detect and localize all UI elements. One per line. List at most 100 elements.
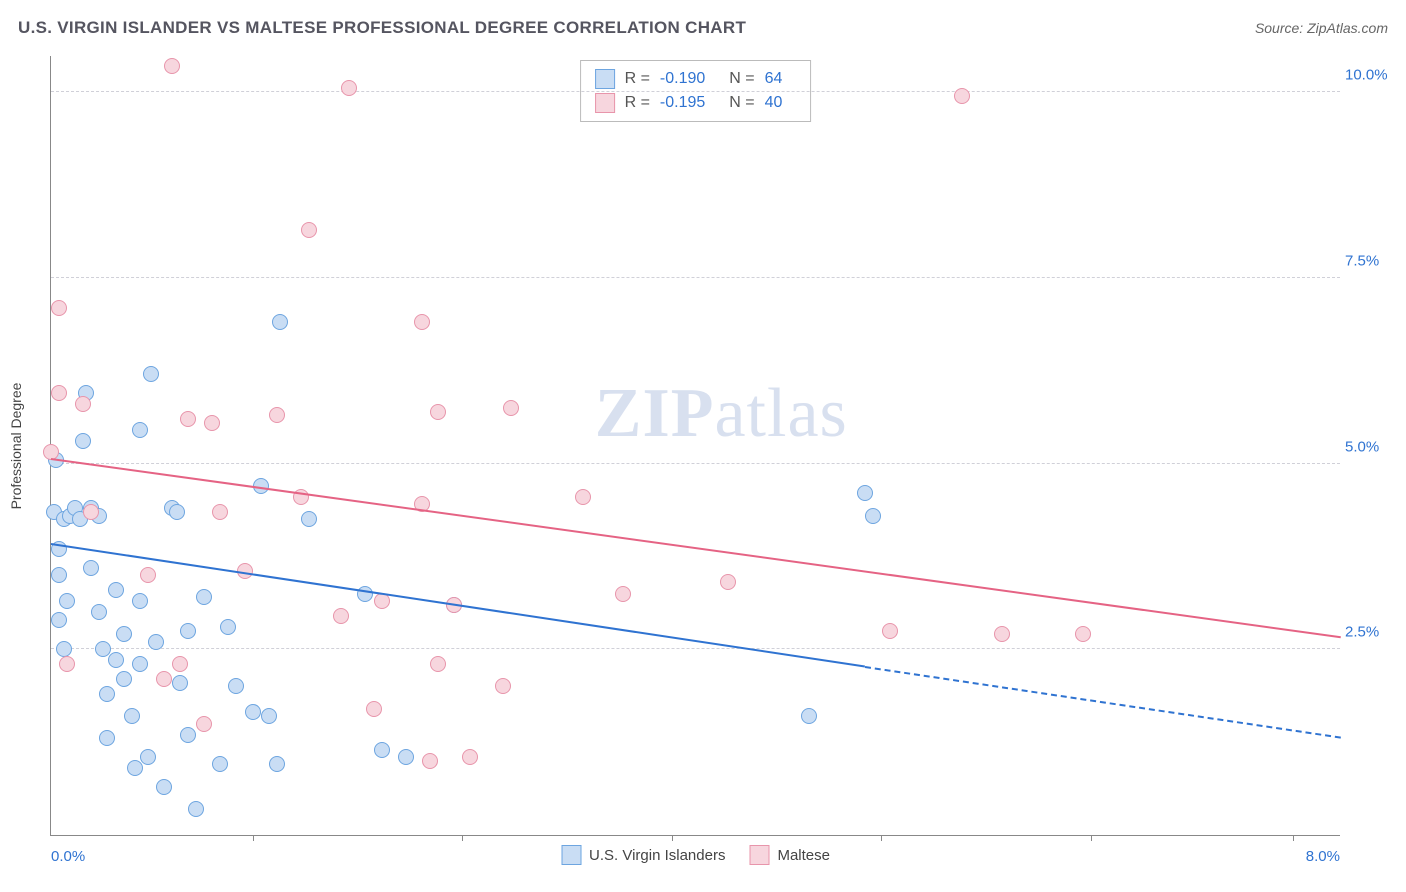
swatch-series1: [595, 69, 615, 89]
data-point: [204, 415, 220, 431]
data-point: [865, 508, 881, 524]
data-point: [503, 400, 519, 416]
data-point: [357, 586, 373, 602]
data-point: [615, 586, 631, 602]
data-point: [575, 489, 591, 505]
data-point: [91, 604, 107, 620]
legend-item-series2: Maltese: [749, 845, 830, 865]
data-point: [108, 582, 124, 598]
stats-row-series2: R = -0.195 N = 40: [595, 91, 797, 115]
data-point: [261, 708, 277, 724]
data-point: [994, 626, 1010, 642]
data-point: [59, 656, 75, 672]
data-point: [164, 58, 180, 74]
chart-header: U.S. VIRGIN ISLANDER VS MALTESE PROFESSI…: [18, 18, 1388, 38]
data-point: [245, 704, 261, 720]
x-tick-min: 0.0%: [51, 848, 85, 865]
data-point: [116, 626, 132, 642]
data-point: [132, 593, 148, 609]
data-point: [143, 366, 159, 382]
data-point: [156, 779, 172, 795]
data-point: [882, 623, 898, 639]
data-point: [148, 634, 164, 650]
data-point: [99, 730, 115, 746]
y-tick-label: 10.0%: [1345, 67, 1400, 84]
data-point: [75, 433, 91, 449]
data-point: [127, 760, 143, 776]
x-tick: [253, 835, 254, 841]
data-point: [140, 749, 156, 765]
data-point: [301, 222, 317, 238]
data-point: [83, 560, 99, 576]
x-tick: [462, 835, 463, 841]
legend-item-series1: U.S. Virgin Islanders: [561, 845, 725, 865]
data-point: [212, 504, 228, 520]
stats-row-series1: R = -0.190 N = 64: [595, 67, 797, 91]
n-label-1: N =: [729, 67, 754, 91]
data-point: [228, 678, 244, 694]
watermark: ZIPatlas: [595, 374, 848, 454]
data-point: [301, 511, 317, 527]
data-point: [108, 652, 124, 668]
y-tick-label: 7.5%: [1345, 252, 1400, 269]
data-point: [59, 593, 75, 609]
data-point: [430, 404, 446, 420]
data-point: [51, 567, 67, 583]
data-point: [857, 485, 873, 501]
data-point: [51, 385, 67, 401]
data-point: [75, 396, 91, 412]
x-tick: [1293, 835, 1294, 841]
data-point: [414, 314, 430, 330]
y-gridline: [51, 277, 1340, 278]
data-point: [269, 756, 285, 772]
data-point: [124, 708, 140, 724]
legend-swatch-1: [561, 845, 581, 865]
y-gridline: [51, 91, 1340, 92]
trend-line: [865, 666, 1341, 739]
data-point: [212, 756, 228, 772]
r-label-2: R =: [625, 91, 650, 115]
chart-title: U.S. VIRGIN ISLANDER VS MALTESE PROFESSI…: [18, 18, 746, 38]
data-point: [196, 716, 212, 732]
data-point: [272, 314, 288, 330]
x-tick: [672, 835, 673, 841]
swatch-series2: [595, 93, 615, 113]
y-axis-title: Professional Degree: [8, 382, 24, 509]
data-point: [333, 608, 349, 624]
data-point: [220, 619, 236, 635]
data-point: [172, 656, 188, 672]
data-point: [99, 686, 115, 702]
data-point: [156, 671, 172, 687]
watermark-rest: atlas: [714, 375, 847, 452]
data-point: [56, 641, 72, 657]
y-tick-label: 2.5%: [1345, 624, 1400, 641]
data-point: [720, 574, 736, 590]
chart-legend: U.S. Virgin Islanders Maltese: [561, 845, 830, 865]
data-point: [954, 88, 970, 104]
legend-swatch-2: [749, 845, 769, 865]
data-point: [269, 407, 285, 423]
chart-source: Source: ZipAtlas.com: [1255, 20, 1388, 36]
x-tick: [881, 835, 882, 841]
n-value-1: 64: [765, 67, 783, 91]
data-point: [51, 300, 67, 316]
data-point: [180, 727, 196, 743]
data-point: [196, 589, 212, 605]
data-point: [462, 749, 478, 765]
data-point: [132, 656, 148, 672]
data-point: [172, 675, 188, 691]
y-tick-label: 5.0%: [1345, 438, 1400, 455]
data-point: [495, 678, 511, 694]
data-point: [188, 801, 204, 817]
data-point: [116, 671, 132, 687]
scatter-chart: Professional Degree ZIPatlas R = -0.190 …: [50, 56, 1340, 836]
r-value-2: -0.195: [660, 91, 705, 115]
data-point: [1075, 626, 1091, 642]
legend-label-2: Maltese: [777, 847, 830, 864]
data-point: [374, 742, 390, 758]
r-label-1: R =: [625, 67, 650, 91]
data-point: [180, 623, 196, 639]
data-point: [341, 80, 357, 96]
data-point: [169, 504, 185, 520]
x-tick: [1091, 835, 1092, 841]
